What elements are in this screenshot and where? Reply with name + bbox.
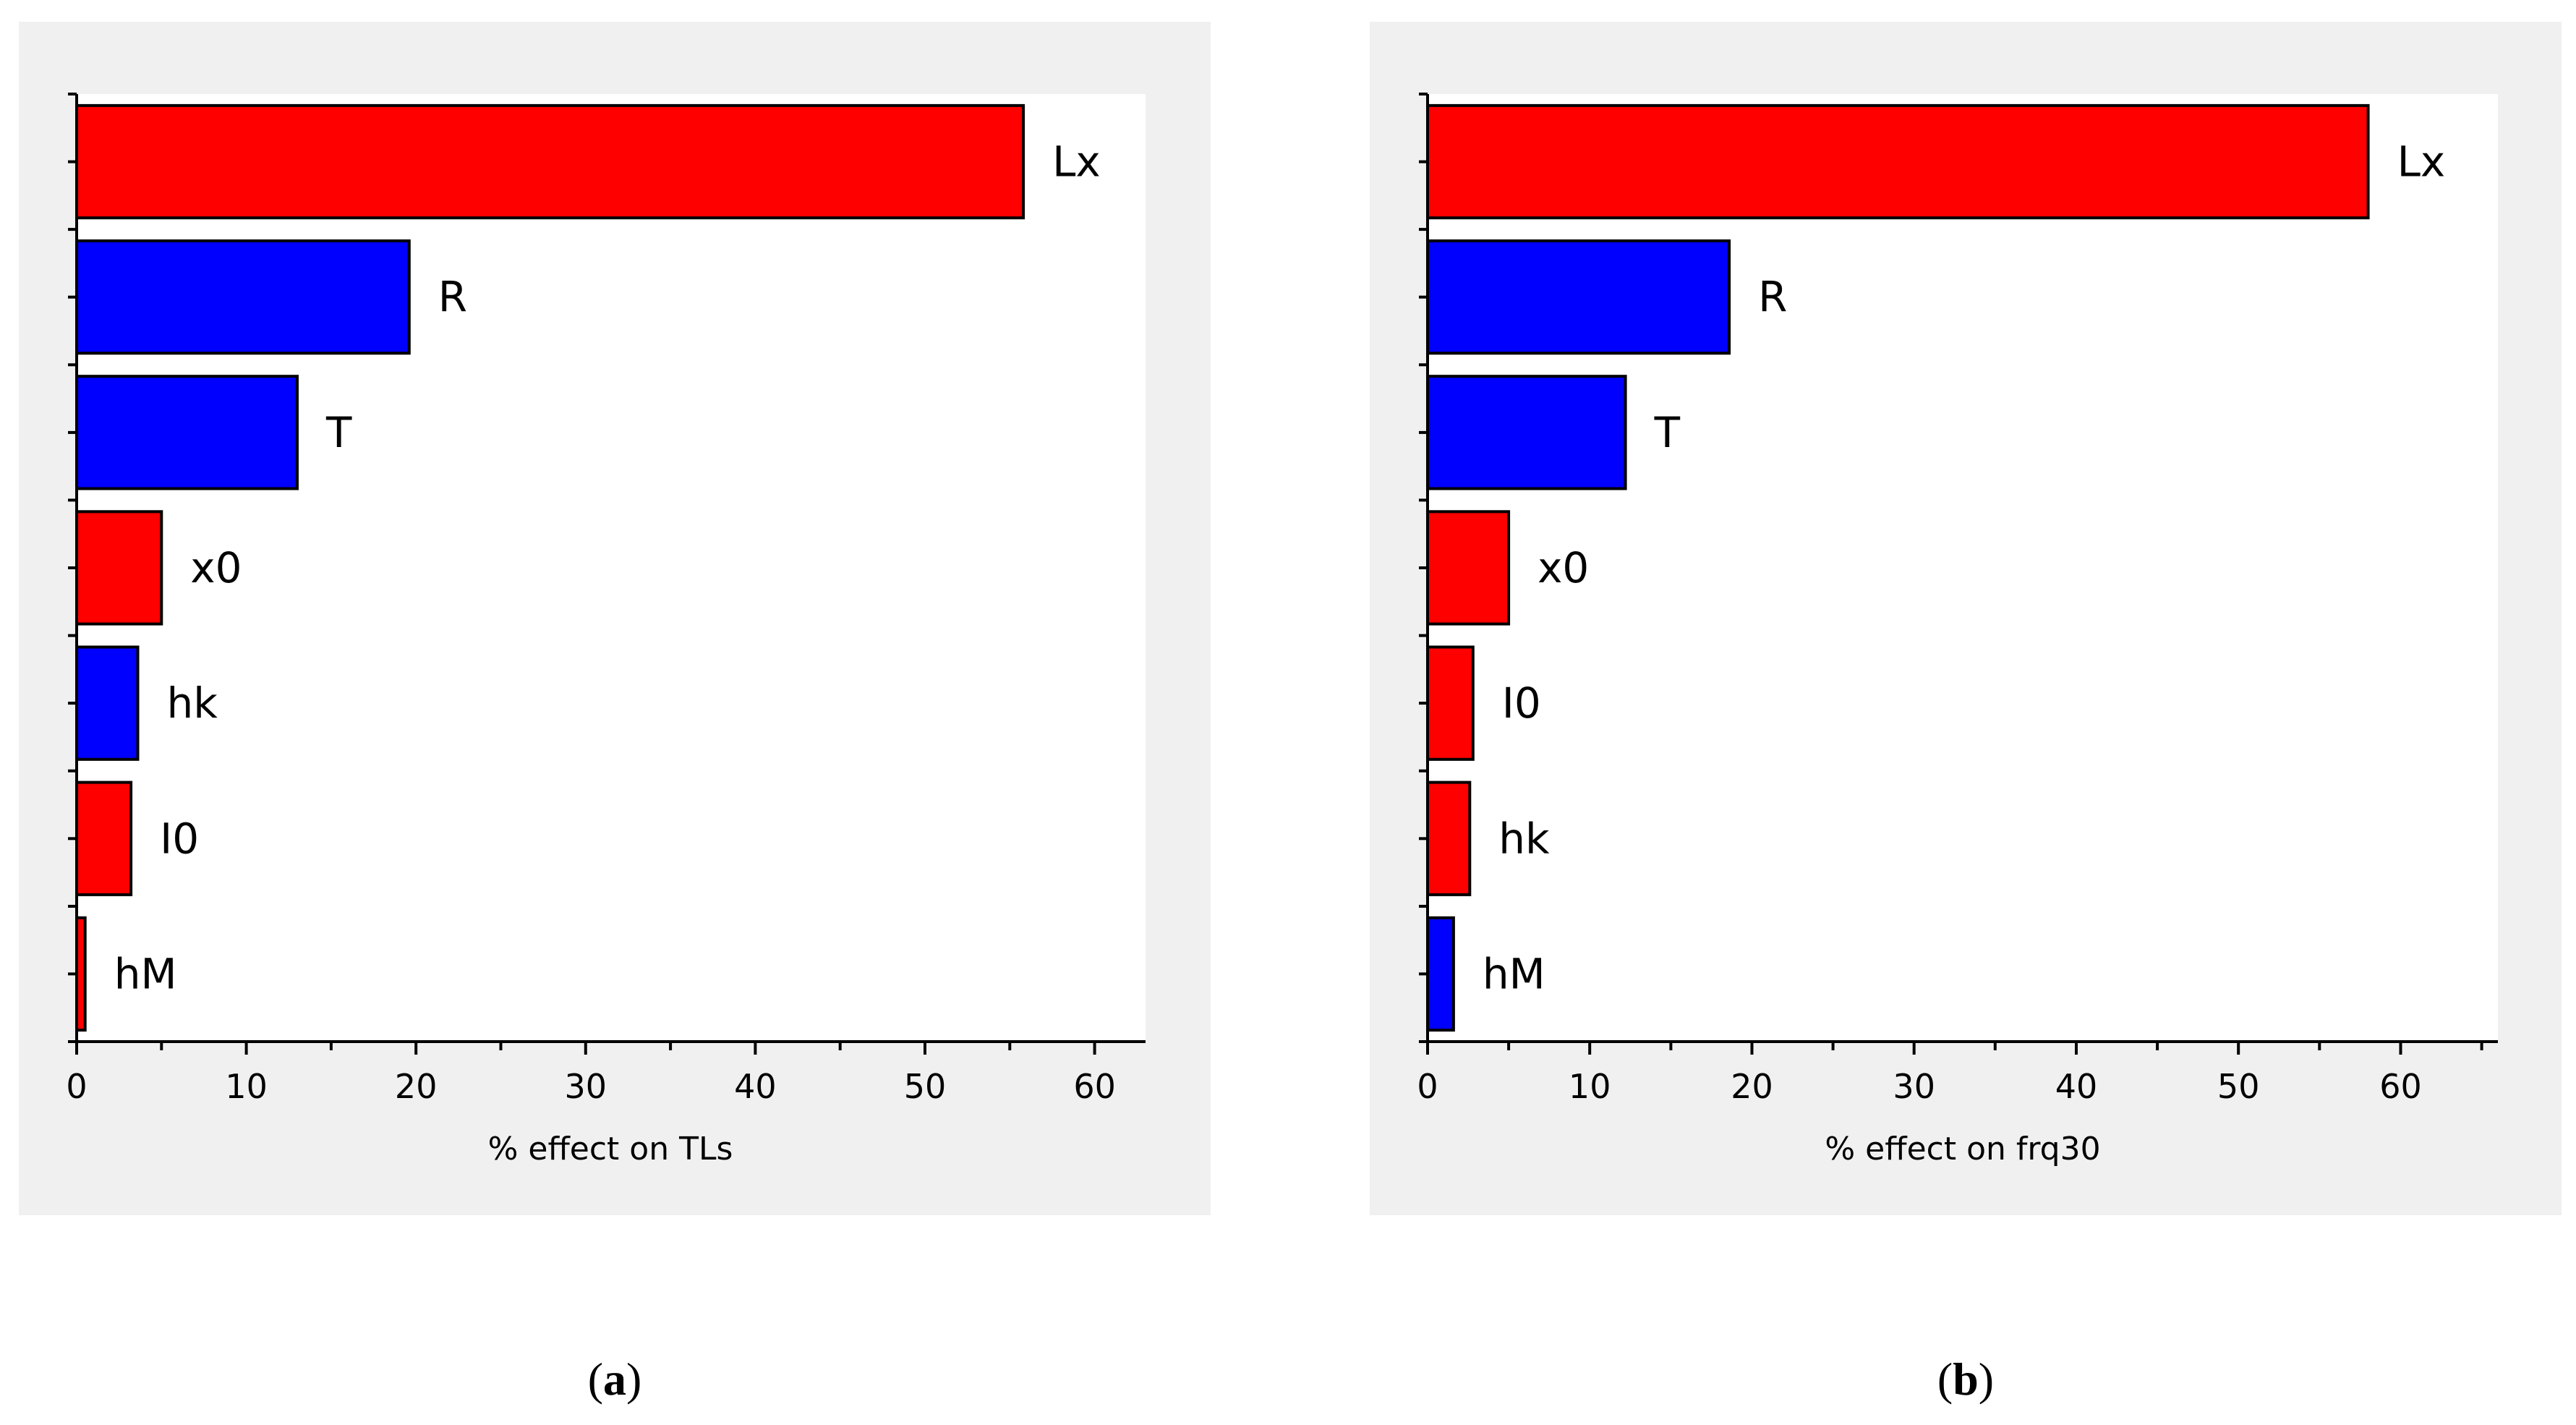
bar-label-t: T (1654, 408, 1681, 457)
bar-i0 (75, 780, 133, 896)
bar-label-hk: hk (167, 679, 218, 728)
chart-panel-b: Lx R Tx0 I0 hk hM 0 10 20 30 40 50 60 % effect on f… (1370, 22, 2562, 1215)
bar-r (1426, 239, 1731, 355)
bar-t (75, 375, 299, 490)
bar-label-x0: x0 (190, 543, 242, 592)
bar-x0 (75, 510, 163, 626)
bar-label-r: R (1758, 273, 1787, 322)
x-tick-label: 60 (2379, 1067, 2422, 1106)
axes-group: 0 10 20 30 40 50 60 (66, 93, 1146, 1106)
axes-group: 0 10 20 30 40 50 60 (1417, 93, 2498, 1106)
bars-group: Lx R Tx0 I0 hk hM (1426, 103, 2446, 1032)
bar-label-i0: I0 (160, 814, 199, 863)
bar-lx (75, 103, 1025, 220)
bar-label-hk: hk (1498, 814, 1550, 863)
x-tick-label: 10 (1569, 1067, 1611, 1106)
bar-hm (1426, 916, 1455, 1032)
bar-lx (1426, 103, 2370, 220)
bar-label-lx: Lx (1052, 137, 1101, 187)
bar-i0 (1426, 645, 1475, 761)
x-tick-label: 40 (2055, 1067, 2098, 1106)
bar-label-hm: hM (114, 949, 177, 998)
x-tick-label: 50 (904, 1067, 947, 1106)
bar-r (75, 239, 411, 355)
x-tick-label: 40 (734, 1067, 777, 1106)
x-tick-label: 20 (1731, 1067, 1773, 1106)
bar-label-r: R (438, 273, 467, 322)
x-axis-label: % effect on TLs (488, 1131, 733, 1167)
x-tick-label: 60 (1073, 1067, 1116, 1106)
panel-caption-b: (b) (1937, 1353, 1994, 1405)
bars-group: Lx R Tx0 hk I0 hM (75, 103, 1101, 1032)
bar-t (1426, 375, 1627, 490)
panel-letter: a (603, 1353, 626, 1405)
x-tick-label: 30 (565, 1067, 607, 1106)
bar-label-i0: I0 (1502, 679, 1541, 728)
bar-label-hm: hM (1483, 949, 1545, 998)
x-tick-label: 0 (1417, 1067, 1438, 1106)
x-tick-label: 30 (1893, 1067, 1935, 1106)
bar-x0 (1426, 510, 1511, 626)
panel-letter: b (1953, 1353, 1979, 1405)
x-tick-label: 10 (225, 1067, 268, 1106)
bar-label-t: T (325, 408, 352, 457)
bar-hk (1426, 780, 1472, 896)
bar-label-x0: x0 (1538, 543, 1589, 592)
x-tick-label: 20 (395, 1067, 438, 1106)
x-tick-label: 0 (66, 1067, 87, 1106)
panel-caption-a: (a) (588, 1353, 642, 1405)
chart-panel-a: Lx R Tx0 hk I0 hM 0 10 20 30 40 50 60 % effect on T… (19, 22, 1211, 1215)
bar-label-lx: Lx (2397, 137, 2446, 187)
x-tick-label: 50 (2217, 1067, 2260, 1106)
bar-hk (75, 645, 140, 761)
x-axis-label: % effect on frq30 (1825, 1131, 2100, 1167)
